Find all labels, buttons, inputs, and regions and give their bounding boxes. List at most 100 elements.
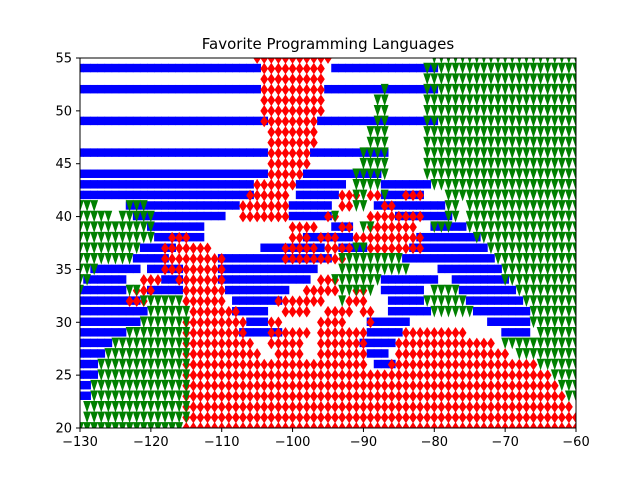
data-point: [246, 358, 254, 371]
data-point: [210, 180, 219, 189]
data-point: [203, 169, 212, 178]
data-point: [508, 422, 517, 428]
data-point: [487, 242, 495, 255]
data-point: [557, 147, 566, 159]
data-point: [90, 253, 99, 265]
data-point: [402, 390, 410, 403]
data-point: [557, 284, 566, 297]
data-point: [175, 327, 184, 339]
data-point: [437, 411, 446, 424]
data-point: [373, 379, 382, 392]
data-point: [501, 73, 510, 85]
data-point: [529, 305, 538, 318]
data-point: [253, 189, 262, 202]
data-point: [352, 253, 361, 265]
data-point: [146, 411, 155, 424]
data-point: [154, 243, 162, 252]
data-point: [465, 157, 474, 170]
data-point: [465, 422, 474, 428]
data-point: [253, 328, 261, 337]
data-point: [508, 83, 517, 96]
data-point: [231, 305, 240, 318]
data-point: [550, 284, 559, 297]
data-point: [175, 211, 184, 221]
data-point: [451, 147, 460, 159]
data-point: [444, 401, 453, 413]
data-point: [260, 275, 269, 284]
data-point: [444, 210, 453, 223]
data-point: [380, 210, 389, 223]
data-point: [132, 63, 141, 73]
data-point: [139, 369, 148, 381]
data-point: [515, 274, 524, 286]
data-point: [90, 169, 99, 178]
data-point: [90, 180, 99, 189]
data-point: [508, 328, 517, 337]
data-point: [479, 189, 488, 202]
data-point: [161, 275, 169, 284]
data-point: [295, 83, 304, 96]
data-point: [437, 348, 446, 360]
data-point: [572, 379, 576, 392]
data-point: [281, 189, 290, 202]
data-point: [210, 263, 219, 276]
data-point: [437, 327, 446, 339]
data-point: [324, 337, 332, 350]
data-point: [118, 337, 127, 350]
data-point: [302, 169, 311, 178]
data-point: [281, 83, 290, 96]
data-point: [522, 242, 531, 255]
data-point: [231, 401, 240, 413]
data-point: [430, 157, 439, 170]
data-point: [253, 285, 261, 295]
data-point: [451, 358, 460, 371]
data-point: [253, 210, 262, 223]
data-point: [267, 168, 276, 181]
data-point: [224, 254, 233, 263]
data-point: [501, 263, 510, 276]
data-point: [451, 94, 460, 107]
data-point: [550, 242, 559, 255]
data-point: [359, 422, 368, 428]
data-point: [508, 210, 517, 223]
data-point: [309, 242, 318, 255]
data-point: [182, 369, 191, 381]
data-point: [437, 232, 446, 242]
data-point: [359, 348, 368, 360]
data-point: [359, 116, 368, 126]
data-point: [111, 231, 120, 244]
data-point: [423, 180, 432, 189]
data-point: [309, 148, 318, 157]
data-point: [267, 316, 276, 329]
data-point: [458, 422, 467, 428]
data-point: [366, 147, 375, 159]
data-point: [147, 201, 155, 210]
data-point: [338, 274, 347, 286]
data-point: [125, 337, 134, 350]
data-point: [168, 263, 177, 276]
data-point: [288, 136, 297, 149]
data-point: [125, 327, 134, 339]
data-point: [281, 73, 290, 85]
data-point: [83, 338, 91, 348]
data-point: [260, 369, 269, 381]
data-point: [246, 254, 254, 263]
data-point: [196, 390, 205, 403]
data-point: [479, 231, 488, 244]
data-point: [373, 201, 382, 210]
data-point: [132, 317, 141, 326]
data-point: [557, 210, 566, 223]
data-point: [522, 358, 531, 371]
data-point: [430, 73, 439, 85]
data-point: [444, 115, 453, 128]
data-point: [373, 369, 382, 381]
data-point: [132, 254, 141, 263]
data-point: [161, 401, 169, 413]
data-point: [295, 337, 304, 350]
data-point: [515, 296, 524, 305]
data-point: [550, 379, 559, 392]
data-point: [239, 337, 247, 350]
data-point: [465, 232, 474, 242]
data-point: [423, 126, 432, 138]
